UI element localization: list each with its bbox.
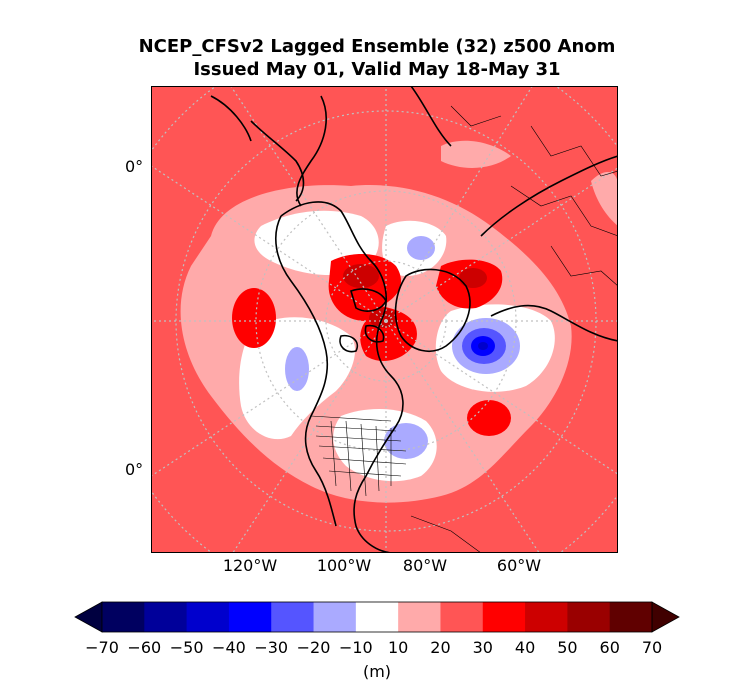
colorbar [74,601,680,633]
latitude-label-upper: 0° [125,157,144,176]
coastlines [210,86,618,553]
colorbar-unit-label: (m) [362,662,392,681]
colorbar-tick-label: −30 [254,638,289,657]
anomaly-map [151,86,618,553]
colorbar-tick-label: −10 [338,638,373,657]
us-state-borders [315,420,407,497]
graticule [151,86,618,553]
colorbar-tick-label: 70 [641,638,663,657]
colorbar-swatch [313,602,357,632]
country-borders [310,105,618,553]
colorbar-tick-label: −70 [85,638,119,657]
colorbar-tick-label: −40 [212,638,246,657]
map-frame [151,86,618,553]
colorbar-swatch [271,602,315,632]
longitude-label-100w: 100°W [316,556,372,575]
colorbar-frame [101,601,653,633]
colorbar-swatch [567,602,611,632]
anomaly-field-negative-40-50 [478,342,488,350]
chart-title-line-1: NCEP_CFSv2 Lagged Ensemble (32) z500 Ano… [138,36,616,57]
colorbar-swatch [144,602,188,632]
chart-title-line-2: Issued May 01, Valid May 18-May 31 [193,59,561,80]
colorbar-tick-label: 60 [599,638,620,657]
colorbar-swatch [102,602,145,632]
colorbar-tick-label: −50 [169,638,204,657]
colorbar-swatch [525,602,568,632]
colorbar-swatch [228,602,272,632]
colorbar-extend-over [651,601,680,633]
colorbar-swatch [355,602,399,632]
colorbar-swatch [482,602,526,632]
colorbar-extend-under [74,601,103,633]
longitude-label-60w: 60°W [496,556,542,575]
colorbar-swatch [609,602,653,632]
anomaly-field-negative-10-20 [285,236,520,459]
colorbar-swatch [398,602,441,632]
latitude-label-lower: 0° [125,460,144,479]
longitude-label-80w: 80°W [402,556,448,575]
colorbar-tick-label: 40 [514,638,536,657]
colorbar-tick-label: 20 [430,638,451,657]
colorbar-tick-label: 50 [557,638,578,657]
longitude-label-120w: 120°W [222,556,278,575]
colorbar-tick-label: −60 [127,638,162,657]
colorbar-tick-label: 30 [472,638,493,657]
colorbar-swatch [440,602,484,632]
colorbar-tick-label: 10 [387,638,409,657]
colorbar-swatch [186,602,230,632]
colorbar-tick-label: −20 [296,638,331,657]
